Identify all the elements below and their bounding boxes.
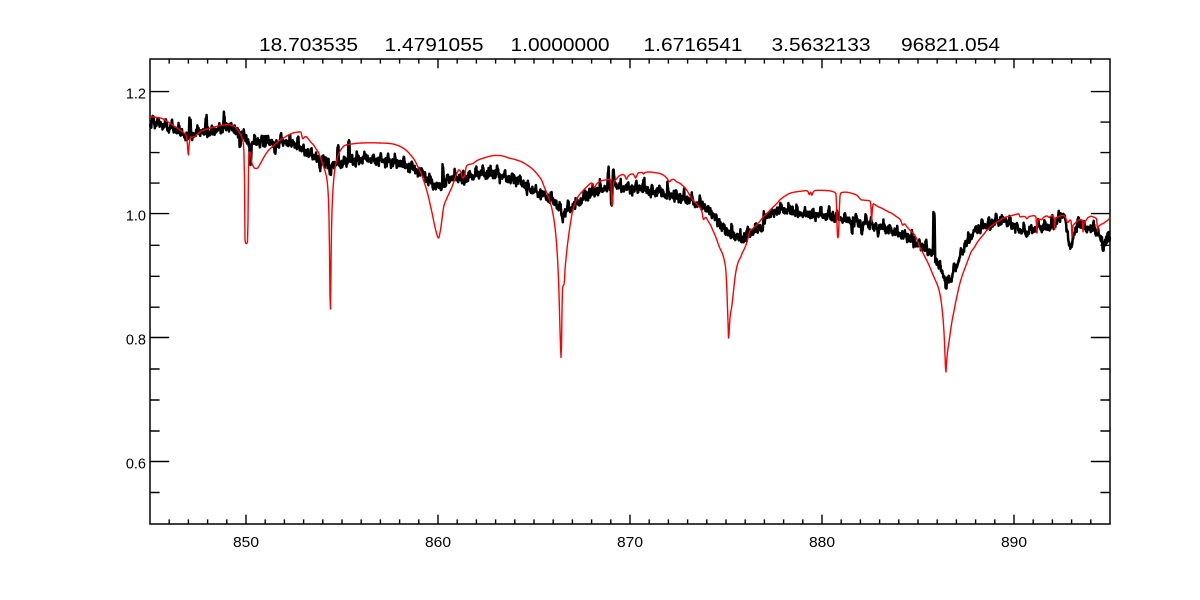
svg-text:1.0: 1.0 xyxy=(126,209,146,225)
svg-text:890: 890 xyxy=(1001,535,1027,551)
svg-text:860: 860 xyxy=(425,535,451,551)
svg-text:870: 870 xyxy=(617,535,643,551)
svg-text:1.0000000: 1.0000000 xyxy=(511,35,610,55)
svg-text:1.4791055: 1.4791055 xyxy=(385,35,484,55)
svg-text:0.8: 0.8 xyxy=(126,333,146,349)
svg-text:3.5632133: 3.5632133 xyxy=(772,35,871,55)
svg-text:1.2: 1.2 xyxy=(126,87,146,103)
svg-text:880: 880 xyxy=(809,535,835,551)
svg-text:18.703535: 18.703535 xyxy=(259,35,358,55)
svg-text:0.6: 0.6 xyxy=(126,457,146,473)
svg-text:96821.054: 96821.054 xyxy=(901,35,1000,55)
svg-text:850: 850 xyxy=(233,535,259,551)
svg-text:1.6716541: 1.6716541 xyxy=(644,35,743,55)
